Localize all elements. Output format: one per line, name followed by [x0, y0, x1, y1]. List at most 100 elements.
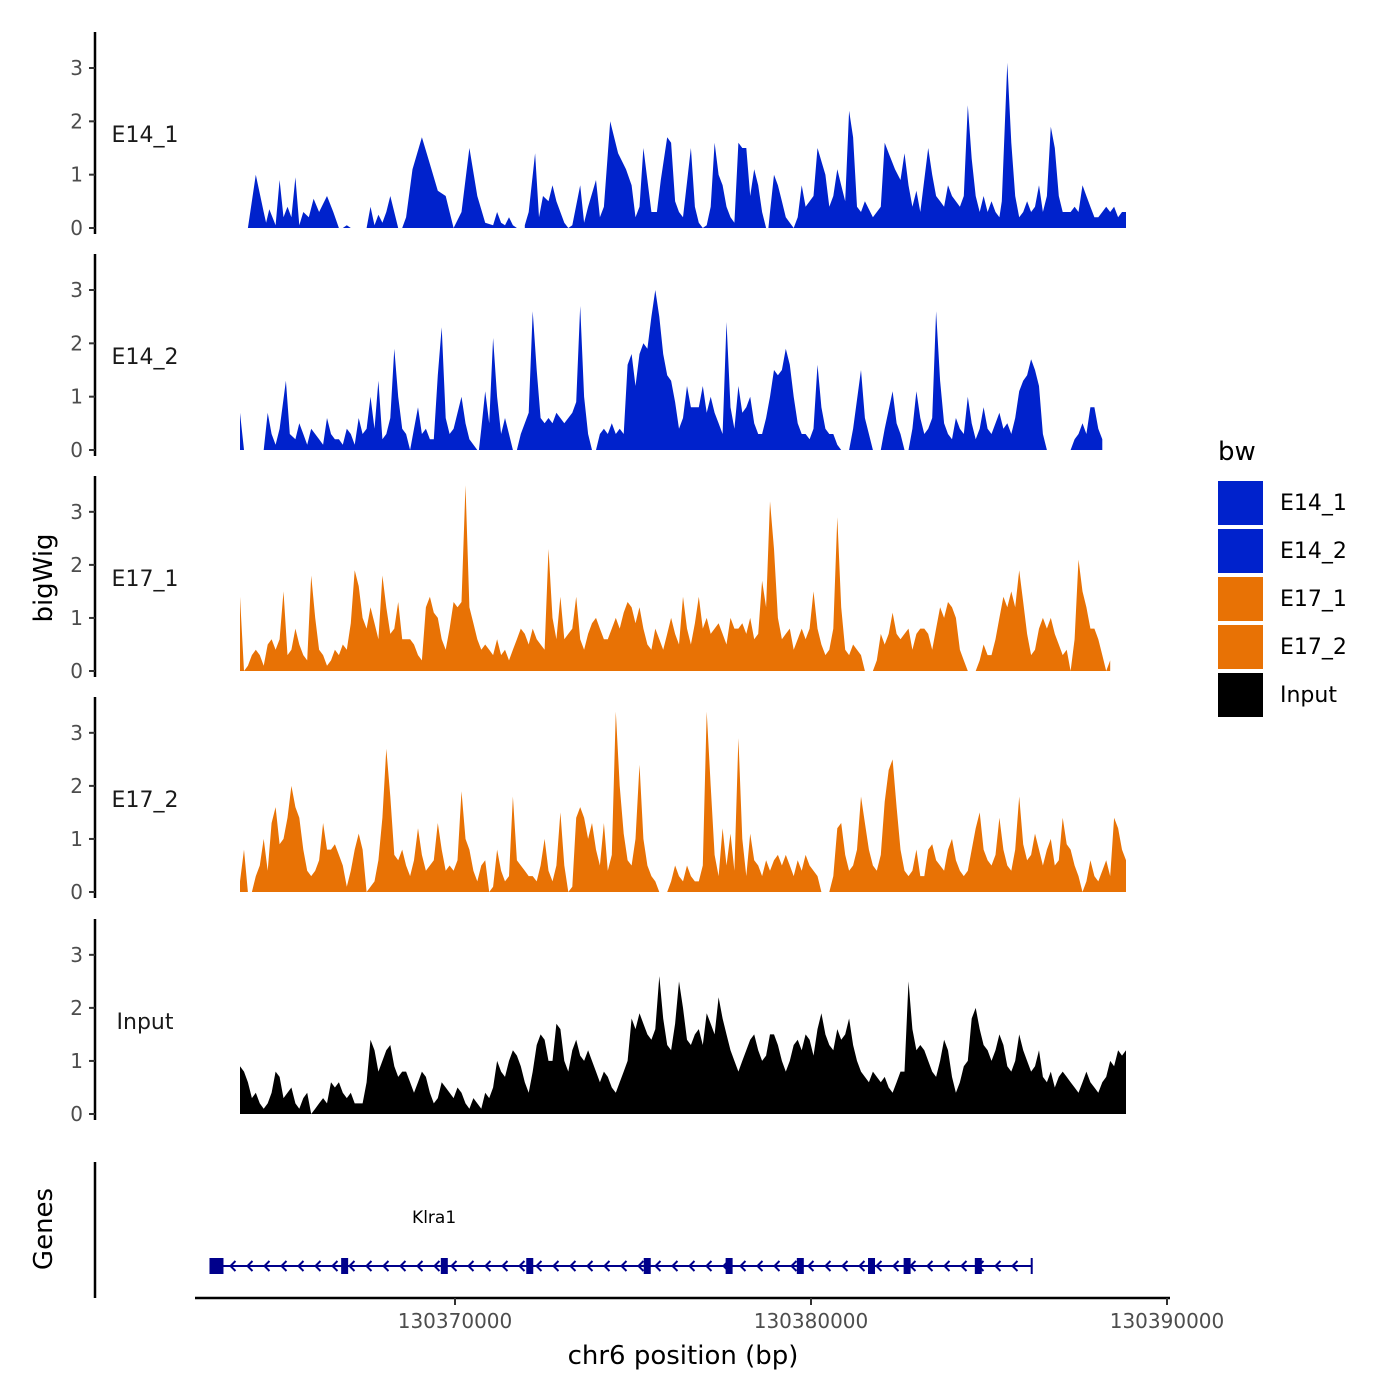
- legend-swatch-E17_2: [1218, 625, 1263, 669]
- strand-chevron: [637, 1260, 645, 1272]
- legend-title: bw: [1218, 437, 1256, 467]
- exon: [440, 1258, 448, 1274]
- y-tick-label: 3: [70, 500, 83, 524]
- y-tick-label: 3: [70, 721, 83, 745]
- y-tick-label: 1: [70, 1049, 83, 1073]
- track-label-E14_2: E14_2: [112, 345, 179, 370]
- area-Input: [240, 976, 1126, 1114]
- strand-chevron: [756, 1260, 764, 1272]
- legend-swatch-Input: [1218, 673, 1263, 717]
- strand-chevron: [552, 1260, 560, 1272]
- legend-swatch-E14_2: [1218, 529, 1263, 573]
- strand-chevron: [671, 1260, 679, 1272]
- x-axis: 130370000 130380000 130390000: [195, 1296, 1225, 1333]
- strand-chevron: [773, 1260, 781, 1272]
- track-label-E17_2: E17_2: [112, 788, 179, 813]
- strand-chevron: [620, 1260, 628, 1272]
- strand-chevron: [263, 1260, 271, 1272]
- strand-chevron: [807, 1260, 815, 1272]
- area-E14_2: [240, 290, 1103, 450]
- strand-chevron: [994, 1260, 1002, 1272]
- y-tick-label: 3: [70, 943, 83, 967]
- track-E17_1: 0 1 2 3 E17_1: [70, 476, 1111, 683]
- tracks-group: 0 1 2 3 E14_1 0 1 2 3 E14_2 0 1 2 3 E17_1 0 1 2 3 E17_2 0 1 2 3…: [70, 32, 1126, 1126]
- strand-chevron: [926, 1260, 934, 1272]
- strand-chevron: [858, 1260, 866, 1272]
- track-E14_1: 0 1 2 3 E14_1: [70, 32, 1126, 240]
- legend-swatch-E17_1: [1218, 577, 1263, 621]
- exon: [796, 1258, 804, 1274]
- y-tick-label: 2: [70, 774, 83, 798]
- track-label-E14_1: E14_1: [112, 123, 179, 148]
- track-Input: 0 1 2 3 Input: [70, 919, 1126, 1126]
- x-axis-title: chr6 position (bp): [568, 1341, 799, 1371]
- y-tick-label: 0: [70, 438, 83, 462]
- strand-chevron: [382, 1260, 390, 1272]
- exon: [868, 1258, 876, 1274]
- legend-label-E14_2: E14_2: [1280, 539, 1347, 564]
- legend-label-E17_2: E17_2: [1280, 635, 1347, 660]
- exon: [526, 1258, 534, 1274]
- track-E17_2: 0 1 2 3 E17_2: [70, 697, 1126, 904]
- strand-chevron: [654, 1260, 662, 1272]
- strand-chevron: [348, 1260, 356, 1272]
- legend-label-E17_1: E17_1: [1280, 587, 1347, 612]
- legend-label-Input: Input: [1280, 683, 1337, 708]
- strand-chevron: [892, 1260, 900, 1272]
- strand-chevron: [535, 1260, 543, 1272]
- strand-chevron: [484, 1260, 492, 1272]
- y-tick-label: 1: [70, 827, 83, 851]
- y-tick-label: 0: [70, 216, 83, 240]
- strand-chevron: [501, 1260, 509, 1272]
- y-tick-label: 2: [70, 109, 83, 133]
- exon: [643, 1258, 651, 1274]
- strand-chevron: [229, 1260, 237, 1272]
- y-tick-label: 1: [70, 606, 83, 630]
- genes-axis-title: Genes: [29, 1188, 59, 1270]
- strand-chevron: [433, 1260, 441, 1272]
- track-label-Input: Input: [117, 1010, 174, 1035]
- exon: [209, 1258, 224, 1274]
- y-tick-label: 0: [70, 659, 83, 683]
- strand-chevron: [280, 1260, 288, 1272]
- gene-track: Klra1: [93, 1162, 1033, 1298]
- exon: [974, 1258, 982, 1274]
- y-tick-label: 3: [70, 278, 83, 302]
- y-tick-label: 2: [70, 553, 83, 577]
- y-tick-label: 3: [70, 56, 83, 80]
- strand-chevron: [569, 1260, 577, 1272]
- area-E17_1: [240, 485, 1111, 671]
- y-tick-label: 0: [70, 1102, 83, 1126]
- strand-chevron: [365, 1260, 373, 1272]
- legend: E14_1 E14_2 E17_1 E17_2 Input: [1218, 481, 1347, 717]
- strand-chevron: [467, 1260, 475, 1272]
- strand-chevron: [416, 1260, 424, 1272]
- y-axis-title: bigWig: [29, 533, 59, 622]
- gene-label: Klra1: [412, 1208, 456, 1228]
- legend-label-E14_1: E14_1: [1280, 491, 1347, 516]
- strand-chevron: [790, 1260, 798, 1272]
- x-tick-label: 130380000: [754, 1309, 869, 1333]
- area-E14_1: [247, 62, 1126, 229]
- strand-chevron: [586, 1260, 594, 1272]
- strand-chevron: [297, 1260, 305, 1272]
- strand-chevron: [739, 1260, 747, 1272]
- strand-chevron: [943, 1260, 951, 1272]
- x-tick-label: 130370000: [398, 1309, 513, 1333]
- strand-chevron: [824, 1260, 832, 1272]
- strand-chevron: [875, 1260, 883, 1272]
- strand-chevron: [841, 1260, 849, 1272]
- strand-chevron: [705, 1260, 713, 1272]
- x-tick-label: 130390000: [1110, 1309, 1225, 1333]
- strand-chevron: [399, 1260, 407, 1272]
- strand-chevron: [331, 1260, 339, 1272]
- exon: [341, 1258, 349, 1274]
- strand-chevron: [960, 1260, 968, 1272]
- exon: [725, 1258, 733, 1274]
- y-tick-label: 2: [70, 331, 83, 355]
- strand-chevron: [1011, 1260, 1019, 1272]
- strand-chevron: [688, 1260, 696, 1272]
- track-label-E17_1: E17_1: [112, 567, 179, 592]
- strand-chevron: [450, 1260, 458, 1272]
